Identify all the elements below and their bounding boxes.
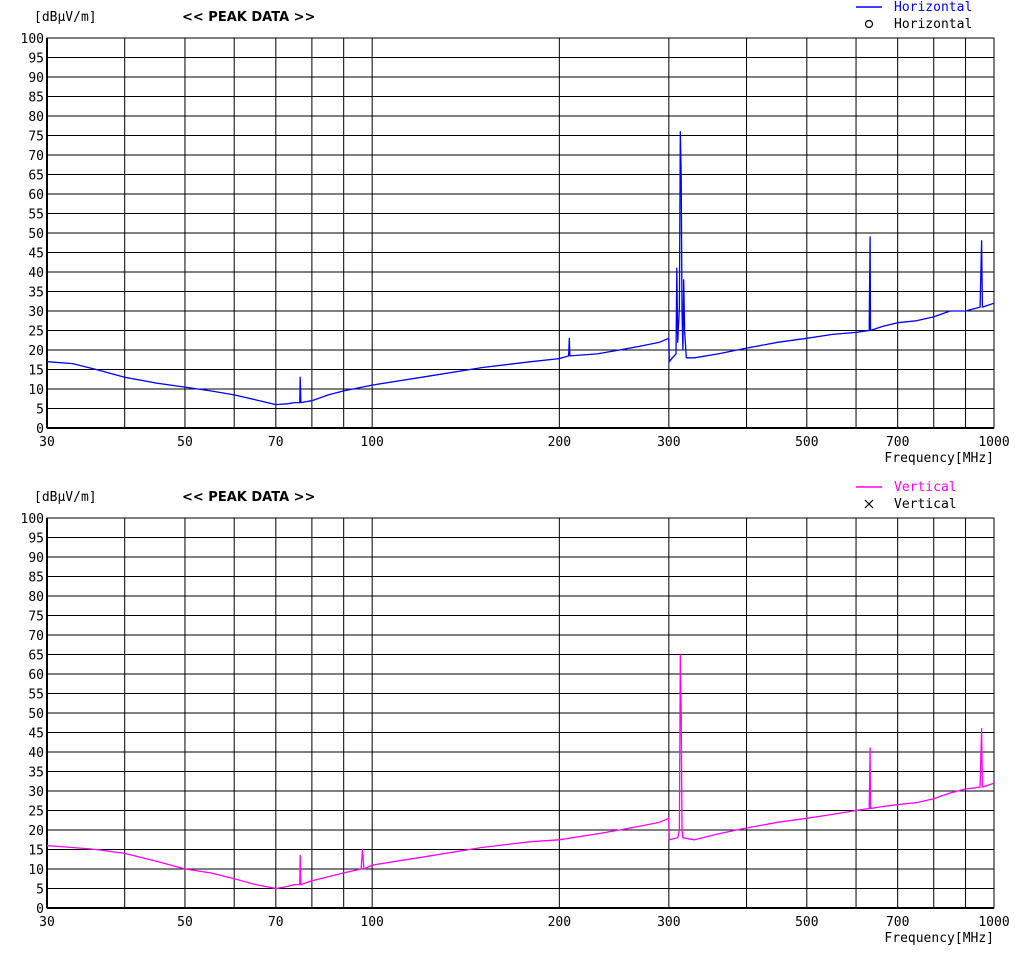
y-tick-label: 45 [28, 247, 44, 262]
y-tick-label: 10 [28, 863, 44, 878]
y-tick-label: 95 [28, 532, 44, 547]
y-axis-label: [dBμV/m] [34, 10, 97, 25]
y-tick-label: 40 [28, 266, 44, 281]
series-line [47, 130, 994, 406]
x-tick-label: 300 [657, 915, 680, 930]
y-tick-label: 25 [28, 805, 44, 820]
y-tick-label: 0 [36, 422, 44, 437]
chart-panel: 0 5 10 15 20 25 30 35 40 45 50 55 60 65 70 75 80 85 90 95 10… [21, 0, 1010, 466]
y-tick-label: 90 [28, 551, 44, 566]
y-tick-label: 80 [28, 110, 44, 125]
y-tick-label: 35 [28, 766, 44, 781]
y-tick-label: 70 [28, 149, 44, 164]
chart-panel: 0 5 10 15 20 25 30 35 40 45 50 55 60 65 70 75 80 85 90 95 10… [21, 480, 1010, 946]
y-tick-label: 85 [28, 571, 44, 586]
x-tick-label: 300 [657, 435, 680, 450]
x-axis-label: Frequency[MHz] [884, 451, 994, 466]
x-tick-label: 50 [177, 915, 193, 930]
legend-label: Vertical [894, 480, 957, 495]
x-tick-label: 50 [177, 435, 193, 450]
x-tick-label: 1000 [978, 435, 1009, 450]
x-tick-label: 500 [795, 915, 818, 930]
y-tick-label: 85 [28, 91, 44, 106]
y-tick-label: 50 [28, 227, 44, 242]
y-tick-label: 100 [21, 32, 44, 47]
series-line [47, 653, 994, 890]
grid [46, 37, 995, 429]
y-tick-label: 25 [28, 325, 44, 340]
x-tick-label: 200 [548, 915, 571, 930]
y-tick-label: 65 [28, 649, 44, 664]
y-tick-label: 30 [28, 305, 44, 320]
y-tick-label: 30 [28, 785, 44, 800]
chart-title: << PEAK DATA >> [182, 490, 315, 505]
y-tick-label: 60 [28, 668, 44, 683]
y-tick-label: 70 [28, 629, 44, 644]
x-tick-label: 30 [39, 435, 55, 450]
x-tick-label: 100 [360, 915, 383, 930]
x-tick-label: 700 [886, 435, 909, 450]
y-tick-label: 90 [28, 71, 44, 86]
y-tick-label: 15 [28, 844, 44, 859]
x-tick-label: 70 [268, 915, 284, 930]
x-tick-label: 100 [360, 435, 383, 450]
y-tick-label: 75 [28, 610, 44, 625]
y-tick-label: 0 [36, 902, 44, 917]
x-tick-label: 500 [795, 435, 818, 450]
legend-label: Vertical [894, 497, 957, 512]
x-tick-label: 70 [268, 435, 284, 450]
y-tick-label: 45 [28, 727, 44, 742]
y-tick-label: 40 [28, 746, 44, 761]
y-tick-label: 20 [28, 344, 44, 359]
y-tick-label: 5 [36, 403, 44, 418]
y-tick-label: 60 [28, 188, 44, 203]
y-tick-label: 15 [28, 364, 44, 379]
y-tick-label: 100 [21, 512, 44, 527]
y-axis-label: [dBμV/m] [34, 490, 97, 505]
y-tick-label: 5 [36, 883, 44, 898]
y-tick-label: 10 [28, 383, 44, 398]
legend: Vertical Vertical [856, 480, 957, 512]
y-tick-label: 55 [28, 688, 44, 703]
legend-cross-marker [864, 499, 874, 509]
grid [46, 517, 995, 909]
y-tick-label: 75 [28, 130, 44, 145]
y-tick-label: 50 [28, 707, 44, 722]
legend-circle-marker [864, 19, 874, 29]
legend-label: Horizontal [894, 17, 972, 32]
y-tick-label: 35 [28, 286, 44, 301]
x-tick-label: 200 [548, 435, 571, 450]
legend-label: Horizontal [894, 0, 972, 15]
legend: Horizontal Horizontal [856, 0, 972, 32]
chart-title: << PEAK DATA >> [182, 10, 315, 25]
x-tick-label: 700 [886, 915, 909, 930]
y-tick-label: 55 [28, 208, 44, 223]
y-tick-label: 95 [28, 52, 44, 67]
y-tick-label: 80 [28, 590, 44, 605]
x-tick-label: 30 [39, 915, 55, 930]
x-tick-label: 1000 [978, 915, 1009, 930]
y-tick-label: 65 [28, 169, 44, 184]
y-tick-label: 20 [28, 824, 44, 839]
x-axis-label: Frequency[MHz] [884, 931, 994, 946]
